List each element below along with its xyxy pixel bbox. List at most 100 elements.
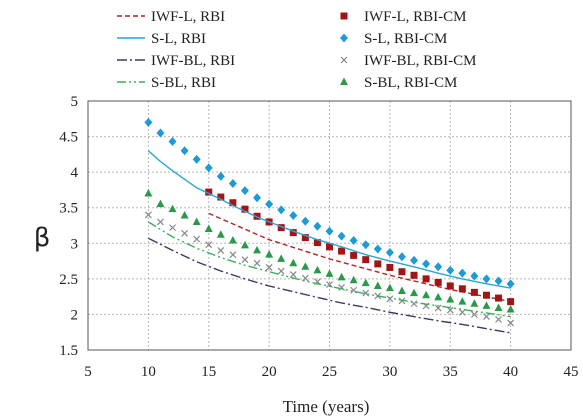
legend: IWF-L, RBI IWF-L, RBI-CM S-L, RBI S-L, RBI-… (117, 9, 477, 91)
data-point (434, 304, 442, 312)
data-point (506, 279, 515, 289)
data-point (434, 278, 442, 286)
data-point (470, 288, 478, 296)
legend-item: S-L, RBI-CM (340, 31, 447, 47)
data-point (374, 260, 382, 268)
data-point (326, 243, 333, 251)
data-point (205, 188, 213, 196)
data-point (240, 240, 249, 249)
data-point (350, 251, 358, 259)
data-point (289, 211, 298, 221)
legend-label: S-BL, RBI-CM (364, 75, 457, 91)
y-axis-title: β (34, 223, 51, 253)
data-point (325, 226, 334, 236)
data-point (289, 258, 298, 267)
data-point (398, 297, 406, 305)
data-point (398, 268, 406, 276)
data-point (446, 265, 455, 275)
data-point (422, 290, 431, 299)
data-point (181, 229, 189, 237)
data-point (240, 186, 249, 196)
data-point (192, 154, 201, 164)
data-point (277, 205, 286, 215)
legend-label: S-L, RBI-CM (364, 31, 447, 47)
data-point (193, 235, 201, 243)
data-point (483, 313, 490, 320)
y-tick-label: 5 (71, 94, 79, 110)
legend-item: S-BL, RBI-CM (340, 75, 457, 91)
data-point (349, 235, 358, 245)
data-point (495, 315, 502, 323)
data-point (349, 275, 358, 284)
data-point (340, 33, 348, 43)
data-point (192, 217, 201, 225)
data-point (361, 240, 370, 250)
data-point (289, 229, 297, 237)
legend-label: IWF-BL, RBI-CM (364, 53, 477, 69)
data-point (313, 265, 322, 274)
data-point (169, 224, 176, 232)
data-point (168, 204, 177, 213)
y-tick-label: 4 (71, 165, 79, 181)
y-tick-label: 2 (71, 307, 79, 323)
x-tick-label: 25 (322, 364, 337, 380)
data-point (446, 306, 454, 314)
legend-label: S-L, RBI (151, 31, 206, 47)
y-axis-ticks: 1.5 2 2.5 3 3.5 4 4.5 5 (59, 94, 78, 359)
data-point (340, 77, 348, 85)
data-point (482, 301, 491, 309)
data-point (422, 275, 430, 283)
data-point (338, 247, 346, 255)
legend-label: IWF-L, RBI (151, 9, 225, 25)
data-point (373, 281, 382, 289)
x-tick-label: 5 (84, 364, 92, 380)
data-point (422, 259, 431, 269)
data-point (362, 256, 370, 264)
data-point (253, 259, 261, 267)
x-tick-label: 45 (564, 364, 579, 380)
x-tick-label: 35 (443, 364, 458, 380)
data-point (340, 56, 348, 64)
legend-item: IWF-L, RBI (117, 9, 225, 25)
data-point (337, 231, 346, 241)
legend-item: S-L, RBI (117, 31, 206, 47)
y-tick-label: 3.5 (59, 201, 78, 217)
data-point (217, 246, 225, 254)
data-point (277, 267, 285, 275)
legend-label: IWF-BL, RBI (151, 53, 235, 69)
data-point (144, 211, 152, 219)
data-point (482, 274, 491, 284)
data-point (265, 199, 274, 209)
x-tick-label: 20 (262, 364, 277, 380)
data-point (144, 117, 153, 127)
grid (88, 101, 571, 350)
series-line (148, 221, 511, 318)
data-point (289, 271, 297, 279)
data-point (506, 304, 515, 313)
data-point (180, 211, 189, 219)
legend-label: S-BL, RBI (151, 75, 216, 91)
plot-border (87, 100, 572, 351)
x-tick-label: 10 (141, 364, 156, 380)
data-point (241, 205, 249, 213)
data-point (337, 272, 346, 281)
data-point (180, 146, 189, 156)
data-point (470, 271, 479, 281)
data-point (216, 230, 225, 238)
data-point (229, 199, 237, 207)
y-tick-label: 4.5 (59, 130, 78, 146)
data-point (482, 291, 490, 299)
data-point (507, 319, 515, 327)
x-tick-label: 15 (201, 364, 216, 380)
series-layer (144, 117, 515, 334)
data-point (446, 294, 455, 303)
data-point (386, 263, 394, 271)
data-point (340, 12, 348, 20)
data-point (144, 188, 153, 197)
data-point (458, 285, 466, 293)
y-tick-label: 3 (71, 236, 79, 252)
data-point (338, 283, 345, 291)
legend-label: IWF-L, RBI-CM (364, 9, 467, 25)
data-point (253, 193, 262, 203)
